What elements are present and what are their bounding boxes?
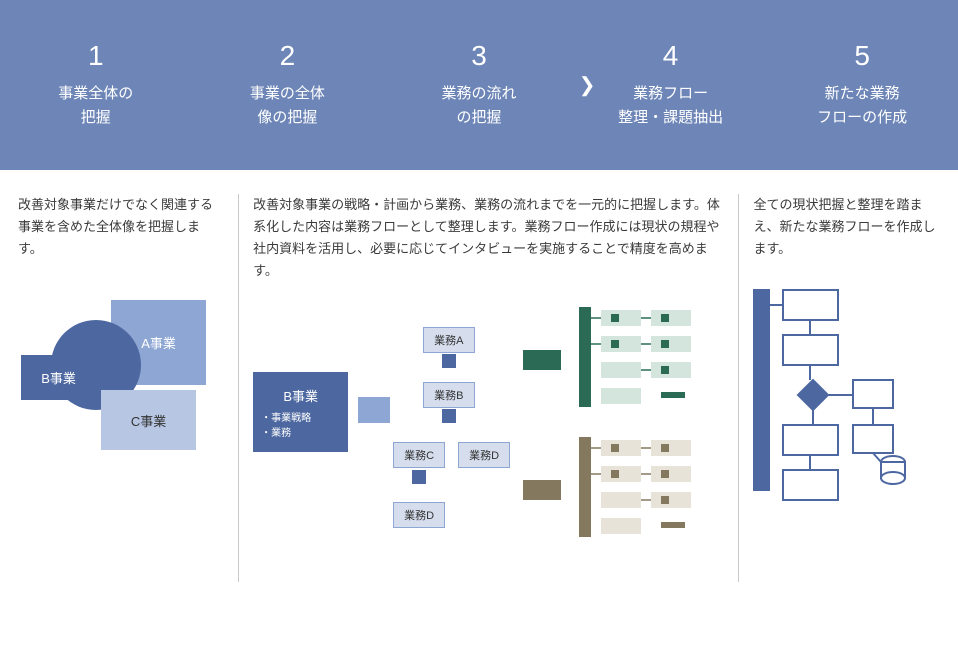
col1-description: 改善対象事業だけでなく関連する事業を含めた全体像を把握します。 xyxy=(18,194,224,260)
main-box-title: B事業 xyxy=(283,386,318,405)
divider-1 xyxy=(238,194,239,582)
step-1: 1 事業全体の把握 xyxy=(0,0,192,170)
task-a-label: 業務A xyxy=(434,332,463,348)
box-b-label: B事業 xyxy=(41,368,76,387)
step-title: 業務フロー整理・課題抽出 xyxy=(618,82,723,130)
step-title: 事業の全体像の把握 xyxy=(250,82,325,130)
box-c-label: C事業 xyxy=(131,411,166,430)
step-2: 2 事業の全体像の把握 xyxy=(192,0,384,170)
flow-green-label xyxy=(523,350,561,370)
box-b: B事業 xyxy=(21,355,96,400)
step-marker: ❯ xyxy=(579,73,596,98)
main-business-box: B事業 ・事業戦略 ・業務 xyxy=(253,372,348,452)
column-3: 全ての現状把握と整理を踏まえ、新たな業務フローを作成します。 xyxy=(753,194,940,582)
task-d2: 業務D xyxy=(393,502,445,528)
task-b-label: 業務B xyxy=(434,387,463,403)
conn-b xyxy=(442,409,456,423)
step-number: 3 xyxy=(471,40,487,72)
col2-description: 改善対象事業の戦略・計画から業務、業務の流れまでを一元的に把握します。体系化した… xyxy=(253,194,724,282)
task-c: 業務C xyxy=(393,442,445,468)
main-box-sub1: ・事業戦略 xyxy=(261,409,311,424)
step-number: 2 xyxy=(280,40,296,72)
task-d-label: 業務D xyxy=(469,447,499,463)
column-1: 改善対象事業だけでなく関連する事業を含めた全体像を把握します。 A事業 C事業 … xyxy=(18,194,224,582)
box-a-label: A事業 xyxy=(141,333,176,352)
step-title: 新たな業務フローの作成 xyxy=(817,82,907,130)
step-5: 5 新たな業務フローの作成 xyxy=(766,0,958,170)
col1-diagram: A事業 C事業 B事業 xyxy=(21,280,221,480)
divider-2 xyxy=(738,194,739,582)
mini-flow-brown xyxy=(543,432,713,557)
step-number: 5 xyxy=(854,40,870,72)
arrow-connector xyxy=(358,397,390,423)
content-row: 改善対象事業だけでなく関連する事業を含めた全体像を把握します。 A事業 C事業 … xyxy=(0,170,958,582)
col2-diagram: B事業 ・事業戦略 ・業務 業務A 業務B 業務C 業務D 業務D xyxy=(253,302,724,582)
task-d2-label: 業務D xyxy=(404,507,434,523)
mini-flow-green xyxy=(543,302,713,427)
col3-description: 全ての現状把握と整理を踏まえ、新たな業務フローを作成します。 xyxy=(753,194,940,260)
step-3: 3 業務の流れの把握 xyxy=(383,0,575,170)
task-c-label: 業務C xyxy=(404,447,434,463)
header-steps: 1 事業全体の把握 2 事業の全体像の把握 3 業務の流れの把握 ❯ 4 業務フロー整理・課題抽… xyxy=(0,0,958,170)
box-c: C事業 xyxy=(101,390,196,450)
step-number: 4 xyxy=(663,40,679,72)
task-d: 業務D xyxy=(458,442,510,468)
column-2: 改善対象事業の戦略・計画から業務、業務の流れまでを一元的に把握します。体系化した… xyxy=(253,194,724,582)
conn-a xyxy=(442,354,456,368)
task-a: 業務A xyxy=(423,327,474,353)
conn-c xyxy=(412,470,426,484)
col3-flowchart xyxy=(753,280,913,520)
step-title: 事業全体の把握 xyxy=(58,82,133,130)
step-number: 1 xyxy=(88,40,104,72)
step-title: 業務の流れの把握 xyxy=(441,82,516,130)
flow-brown-label xyxy=(523,480,561,500)
step-4: ❯ 4 業務フロー整理・課題抽出 xyxy=(575,0,767,170)
main-box-sub2: ・業務 xyxy=(261,424,291,439)
task-b: 業務B xyxy=(423,382,474,408)
